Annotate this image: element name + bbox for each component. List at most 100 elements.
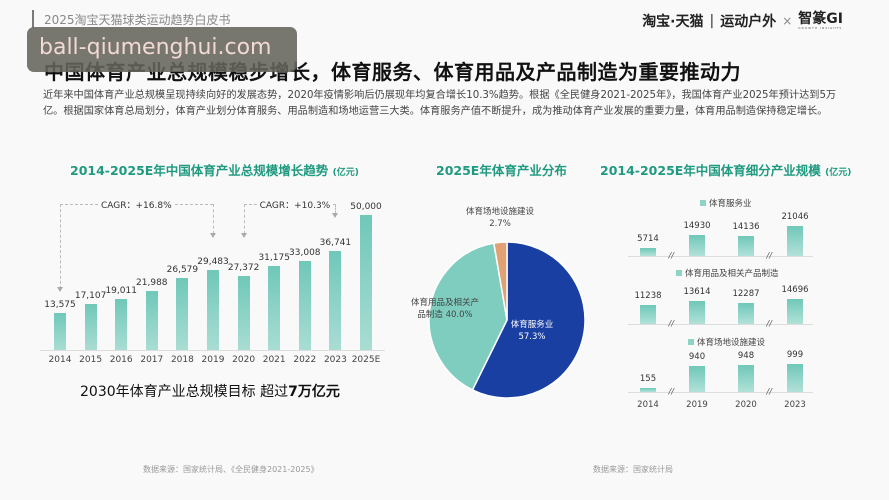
segment-bar (689, 300, 705, 324)
axis-break-mark: // (668, 319, 674, 328)
segment-value-label: 13614 (683, 286, 711, 297)
bar-category-label: 2018 (170, 355, 194, 365)
bar-category-label: 2014 (48, 355, 72, 365)
pie-label-service: 体育服务业 57.3% (497, 319, 567, 343)
brand-outdoor: 运动户外 (720, 14, 777, 30)
right-chart-unit: (亿元) (825, 168, 852, 178)
segment-bar (787, 299, 803, 324)
bar (115, 298, 128, 350)
total-scale-bar-chart: 13,575 2014 17,107 2015 19,011 2016 21,988 2017… (40, 195, 390, 370)
bar-value-label: 33,008 (289, 247, 321, 258)
x-axis-line (628, 256, 813, 257)
target-2030: 2030年体育产业总规模目标 超过7万亿元 (80, 381, 340, 401)
intro-paragraph: 近年来中国体育产业总规模呈现持续向好的发展态势，2020年疫情影响后仍展现年均复… (43, 90, 837, 117)
header-accent-bar (32, 10, 34, 28)
brand-sub: GROWTH INSIGHTS (798, 26, 843, 30)
target-prefix: 2030年体育产业总规模目标 超过 (80, 384, 289, 400)
bar-category-label: 2022 (293, 355, 317, 365)
pie-svg (428, 241, 586, 399)
pie-label-goods-line1: 体育用品及相关产 (410, 298, 479, 308)
pie-chart-title: 2025E年体育产业分布 (436, 163, 567, 178)
segment-value-label: 14136 (732, 221, 760, 232)
arrow-down-icon (240, 233, 247, 238)
bar (207, 270, 219, 350)
segment-bar (689, 365, 705, 392)
legend-swatch (688, 339, 694, 345)
bar-value-label: 27,372 (227, 263, 260, 274)
legend-label: 体育用品及相关产品制造 (685, 269, 779, 279)
segment-value-label: 11238 (634, 290, 662, 301)
bar (176, 278, 189, 350)
bar-value-label: 29,483 (197, 257, 229, 268)
segment-bar (738, 365, 754, 392)
bar-category-label: 2021 (262, 355, 286, 365)
segment-value-label: 14930 (683, 220, 711, 231)
cagr1-right-leg (213, 204, 214, 234)
bar (268, 265, 281, 350)
pie-label-venue: 体育场地设施建设 2.7% (445, 206, 555, 230)
right-chart-title-text: 2014-2025E年中国体育细分产业规模 (600, 163, 821, 178)
bar-value-label: 21,988 (136, 277, 168, 288)
bar-category-label: 2020 (232, 355, 256, 365)
pie-label-goods-line2: 品制造 40.0% (417, 310, 473, 320)
bar-value-label: 26,579 (166, 265, 199, 276)
cagr2-right-leg (335, 204, 337, 214)
pie-label-venue-name: 体育场地设施建设 (465, 207, 534, 217)
segment-bar (738, 303, 754, 324)
axis-break-mark: // (766, 251, 772, 260)
cagr1-label: CAGR：+16.8% (98, 198, 175, 211)
bar (329, 250, 342, 350)
bar-value-label: 13,575 (44, 300, 76, 311)
cagr2-left-leg (243, 204, 245, 234)
legend-swatch (700, 200, 706, 206)
segment-value-label: 21046 (781, 212, 809, 222)
legend-label: 体育场地设施建设 (697, 338, 766, 348)
segment-category-label: 2014 (637, 400, 659, 410)
watermark-overlay: ball-qiumenghui.com (27, 27, 297, 72)
pie-slice (492, 241, 508, 321)
bar-category-label: 2017 (140, 355, 164, 365)
bar-category-label: 2016 (109, 355, 133, 365)
target-value: 7万亿元 (288, 384, 340, 400)
left-source-note: 数据来源：国家统计局、《全民健身2021-2025》 (143, 465, 319, 474)
segment-bar (738, 235, 754, 256)
bar-category-label: 2019 (201, 355, 225, 365)
brand-logos: 淘宝·天猫 | 运动户外 × 智篆GI GROWTH INSIGHTS (642, 11, 843, 31)
segment-category-label: 2023 (784, 400, 806, 410)
cagr1-left-leg (60, 204, 61, 289)
bar (54, 313, 66, 350)
segment-value-label: 12287 (732, 289, 760, 300)
pie-label-service-pct: 57.3% (518, 332, 546, 342)
segment-category-label: 2020 (735, 400, 757, 410)
bar-category-label: 2015 (79, 355, 103, 365)
arrow-down-icon (210, 233, 216, 238)
axis-break-mark: // (766, 387, 772, 396)
bar-value-label: 31,175 (258, 252, 290, 263)
bar (298, 260, 311, 350)
segment-bar (689, 234, 705, 256)
segment-bar (640, 247, 656, 256)
segment-value-label: 5714 (637, 233, 659, 244)
report-title: 2025淘宝天猫球类运动趋势白皮书 (44, 13, 231, 27)
series-legend: 体育场地设施建设 (688, 336, 765, 348)
series-legend: 体育用品及相关产品制造 (676, 267, 779, 279)
left-chart-unit: (亿元) (332, 168, 359, 178)
pie-slice (471, 241, 586, 399)
series-legend: 体育服务业 (700, 197, 752, 209)
pie-label-service-name: 体育服务业 (510, 320, 554, 330)
bar-value-label: 19,011 (105, 285, 137, 296)
left-chart-title: 2014-2025E年中国体育产业总规模增长趋势 (亿元) (70, 160, 359, 179)
brand-zhizuan: 智篆GI (798, 11, 843, 27)
industry-pie-chart (427, 240, 587, 400)
segment-category-label: 2019 (686, 400, 708, 410)
brand-times: × (782, 14, 793, 28)
legend-label: 体育服务业 (709, 199, 752, 209)
x-axis-line (628, 324, 813, 325)
pie-slice (428, 242, 508, 391)
bar-value-label: 50,000 (350, 202, 382, 212)
segment-bar (640, 387, 656, 392)
segment-value-label: 940 (688, 351, 706, 362)
right-source-note: 数据来源：国家统计局 (593, 465, 673, 474)
bar (360, 215, 372, 350)
x-axis-line (40, 350, 385, 351)
